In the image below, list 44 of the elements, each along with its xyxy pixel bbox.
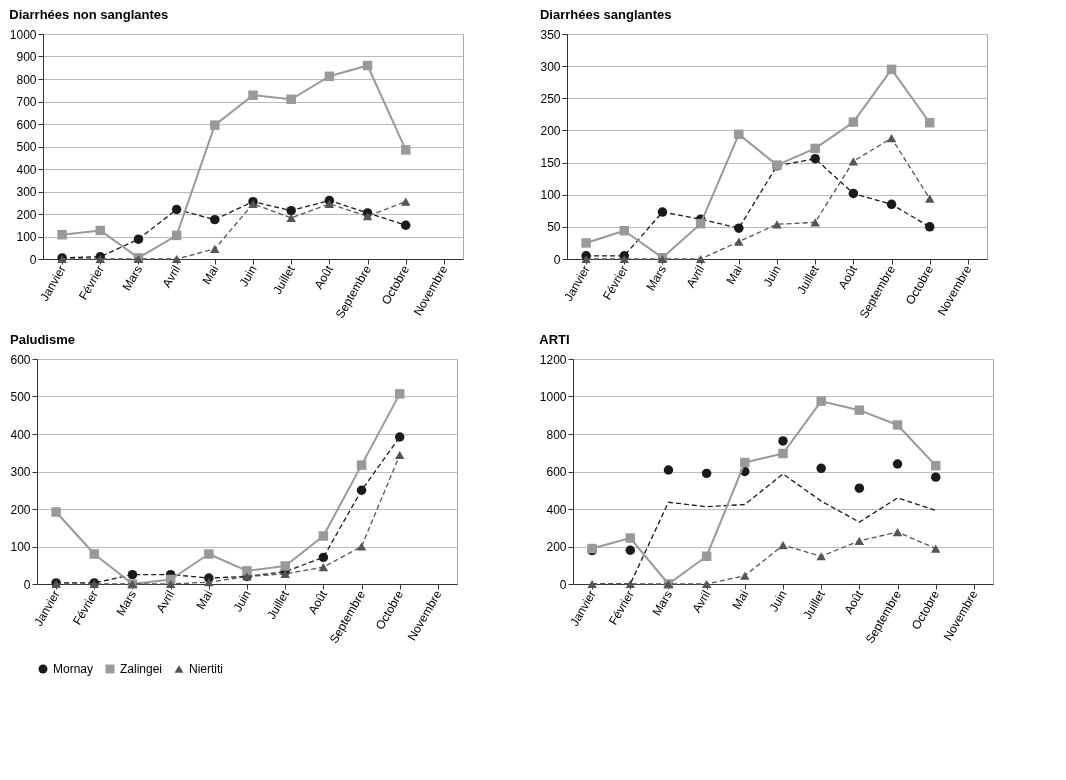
y-tick-label: 400 bbox=[16, 162, 37, 177]
chart-title: ARTI bbox=[539, 332, 570, 347]
y-tick-label: 600 bbox=[546, 465, 567, 479]
y-tick-label: 300 bbox=[16, 185, 37, 199]
y-tick-label: 1000 bbox=[539, 390, 567, 404]
y-tick-label: 600 bbox=[16, 117, 37, 132]
y-tick-label: 200 bbox=[16, 207, 37, 222]
y-tick-label: 0 bbox=[559, 577, 567, 592]
x-tick-label: Mai bbox=[193, 588, 216, 612]
y-tick-label: 700 bbox=[16, 95, 37, 109]
y-tick-label: 100 bbox=[540, 188, 561, 203]
y-tick-label: 0 bbox=[29, 252, 37, 267]
legend-label: Zalingei bbox=[120, 662, 163, 676]
y-tick-label: 500 bbox=[16, 140, 37, 154]
legend-label: Niertiti bbox=[189, 662, 224, 676]
y-tick-label: 100 bbox=[10, 540, 31, 554]
x-tick-label: Mai bbox=[723, 263, 746, 287]
y-tick-label: 1200 bbox=[539, 352, 567, 367]
chart-title: Diarrhées sanglantes bbox=[539, 7, 672, 22]
y-tick-label: 600 bbox=[10, 352, 31, 367]
y-tick-label: 200 bbox=[546, 540, 567, 554]
chart-title: Paludisme bbox=[9, 332, 76, 347]
y-tick-label: 0 bbox=[23, 577, 31, 592]
y-tick-label: 1000 bbox=[9, 27, 37, 42]
y-tick-label: 400 bbox=[546, 502, 567, 517]
legend-label: Mornay bbox=[53, 662, 94, 676]
y-tick-label: 100 bbox=[16, 230, 37, 244]
y-tick-label: 200 bbox=[10, 502, 31, 517]
y-tick-label: 900 bbox=[16, 50, 37, 64]
y-tick-label: 150 bbox=[540, 156, 561, 171]
y-tick-label: 300 bbox=[540, 59, 561, 74]
y-tick-label: 800 bbox=[546, 427, 567, 442]
y-tick-label: 400 bbox=[10, 427, 31, 442]
y-tick-label: 0 bbox=[553, 252, 561, 267]
y-tick-label: 50 bbox=[547, 220, 561, 235]
x-tick-label: Mai bbox=[729, 588, 752, 612]
chart-title: Diarrhées non sanglantes bbox=[9, 7, 169, 22]
y-tick-label: 500 bbox=[10, 390, 31, 404]
y-tick-label: 300 bbox=[10, 465, 31, 479]
y-tick-label: 250 bbox=[540, 91, 561, 106]
y-tick-label: 800 bbox=[16, 72, 37, 87]
y-tick-label: 350 bbox=[540, 27, 561, 42]
y-tick-label: 200 bbox=[540, 123, 561, 138]
x-tick-label: Mai bbox=[199, 263, 222, 287]
